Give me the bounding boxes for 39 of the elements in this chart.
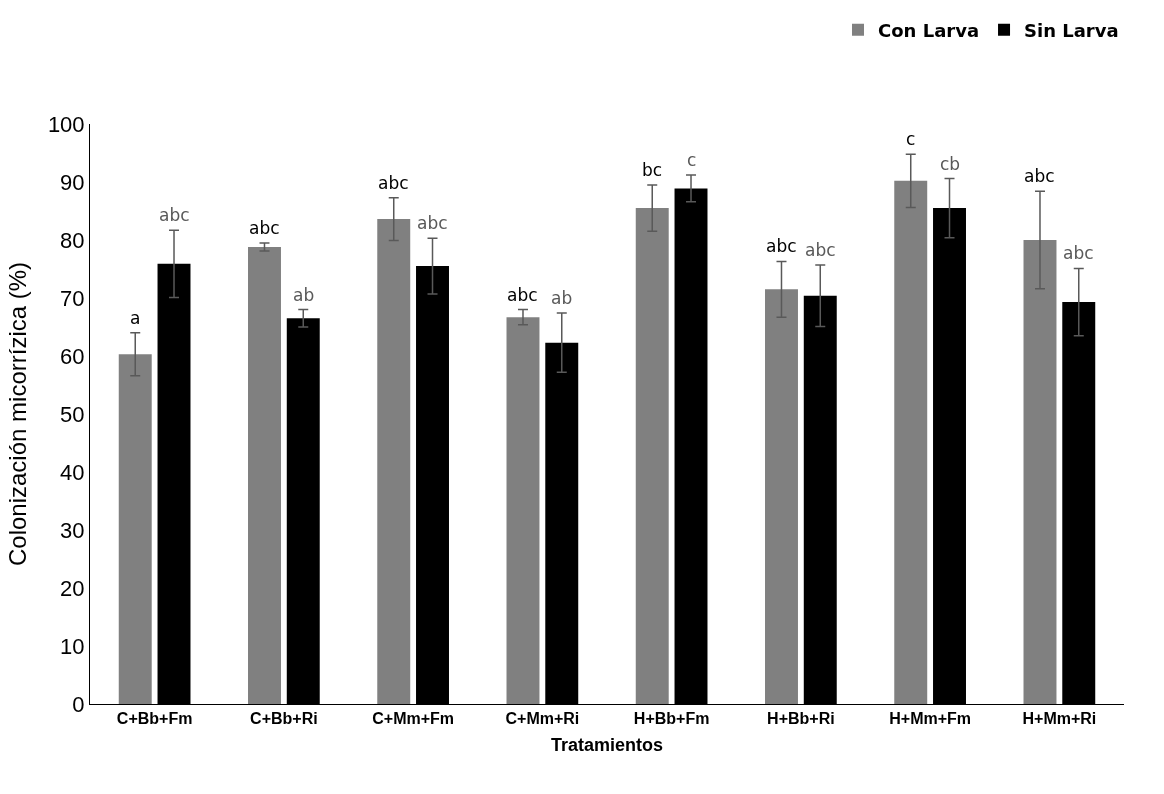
data-label: abc <box>249 218 280 238</box>
y-tick-label: 40 <box>60 459 85 485</box>
y-tick-label: 10 <box>60 633 85 659</box>
y-tick-label: 100 <box>47 111 85 137</box>
y-tick-label: 70 <box>60 285 85 311</box>
y-tick-label: 30 <box>60 517 85 543</box>
y-axis-title: Colonización micorrízica (%) <box>3 261 31 567</box>
y-tick-label: 80 <box>60 227 85 253</box>
x-tick-label: H+Bb+Fm <box>633 710 710 728</box>
y-tick-label: 0 <box>72 691 85 717</box>
y-tick-label: 90 <box>60 169 85 195</box>
data-label: c <box>906 129 916 149</box>
data-label: ab <box>293 285 315 305</box>
data-label: abc <box>1063 243 1094 263</box>
y-tick-label: 60 <box>60 343 85 369</box>
x-tick-label: C+Mm+Ri <box>505 710 580 728</box>
data-label: cb <box>940 154 961 174</box>
x-axis-title: Tratamientos <box>550 735 664 756</box>
data-label: abc <box>805 240 836 260</box>
x-tick-label: H+Bb+Ri <box>767 710 835 728</box>
legend-label: Sin Larva <box>1024 19 1119 41</box>
data-label: abc <box>417 213 448 233</box>
data-label: abc <box>1024 166 1055 186</box>
x-tick-label: C+Bb+Fm <box>116 710 193 728</box>
data-label: ab <box>551 288 573 308</box>
x-tick-label: H+Mm+Fm <box>889 710 972 728</box>
data-label: abc <box>766 236 797 256</box>
data-label: abc <box>159 205 190 225</box>
x-tick-label: C+Mm+Fm <box>372 710 455 728</box>
y-tick-label: 20 <box>60 575 85 601</box>
data-label: bc <box>642 160 663 180</box>
x-tick-label: C+Bb+Ri <box>250 710 318 728</box>
data-label: a <box>130 308 141 328</box>
data-label: abc <box>507 285 538 305</box>
data-label: abc <box>378 173 409 193</box>
legend-label: Con Larva <box>878 19 980 41</box>
data-label: c <box>687 150 697 170</box>
y-tick-label: 50 <box>60 401 85 427</box>
x-tick-label: H+Mm+Ri <box>1022 710 1097 728</box>
